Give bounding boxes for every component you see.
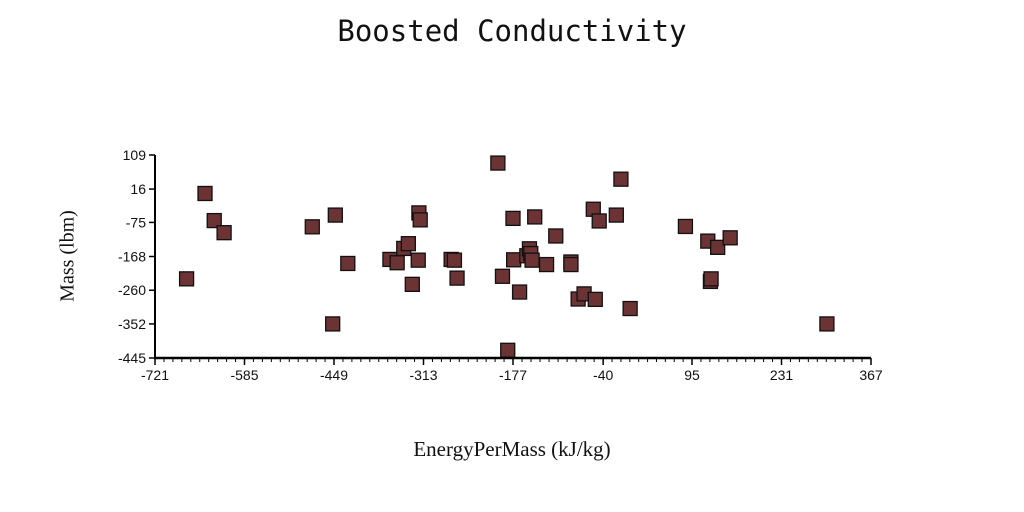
data-point — [495, 269, 509, 283]
data-point — [564, 258, 578, 272]
data-point — [525, 253, 539, 267]
data-point — [588, 292, 602, 306]
y-tick-label: -260 — [118, 282, 146, 298]
x-tick-label: 367 — [859, 367, 883, 383]
data-point — [723, 231, 737, 245]
y-tick-label: -75 — [126, 214, 146, 230]
data-point — [198, 186, 212, 200]
data-point — [411, 253, 425, 267]
data-point — [820, 317, 834, 331]
data-point — [506, 211, 520, 225]
data-point — [704, 272, 718, 286]
y-tick-label: -352 — [118, 316, 146, 332]
data-point — [401, 237, 415, 251]
data-point — [540, 258, 554, 272]
x-tick-label: -177 — [499, 367, 527, 383]
data-point — [217, 226, 231, 240]
data-point — [413, 213, 427, 227]
data-point — [341, 256, 355, 270]
data-point — [328, 208, 342, 222]
y-tick-label: 109 — [123, 147, 147, 163]
data-point — [447, 253, 461, 267]
data-point — [592, 214, 606, 228]
x-tick-label: 231 — [770, 367, 794, 383]
data-point — [623, 302, 637, 316]
data-point — [513, 285, 527, 299]
data-point — [491, 156, 505, 170]
x-tick-label: -40 — [593, 367, 613, 383]
data-point — [678, 219, 692, 233]
y-tick-label: -445 — [118, 350, 146, 366]
data-point — [614, 172, 628, 186]
data-point — [609, 208, 623, 222]
x-tick-label: -449 — [320, 367, 348, 383]
data-point — [390, 256, 404, 270]
x-tick-label: -313 — [409, 367, 437, 383]
data-point — [549, 229, 563, 243]
points-layer — [180, 156, 834, 357]
x-tick-label: -721 — [141, 367, 169, 383]
data-point — [305, 220, 319, 234]
data-point — [180, 272, 194, 286]
x-tick-label: -585 — [230, 367, 258, 383]
data-point — [501, 343, 515, 357]
data-point — [450, 271, 464, 285]
data-point — [507, 253, 521, 267]
data-point — [405, 277, 419, 291]
data-point — [326, 317, 340, 331]
y-tick-label: 16 — [130, 181, 146, 197]
data-point — [528, 210, 542, 224]
y-tick-label: -168 — [118, 249, 146, 265]
x-tick-label: 95 — [684, 367, 700, 383]
